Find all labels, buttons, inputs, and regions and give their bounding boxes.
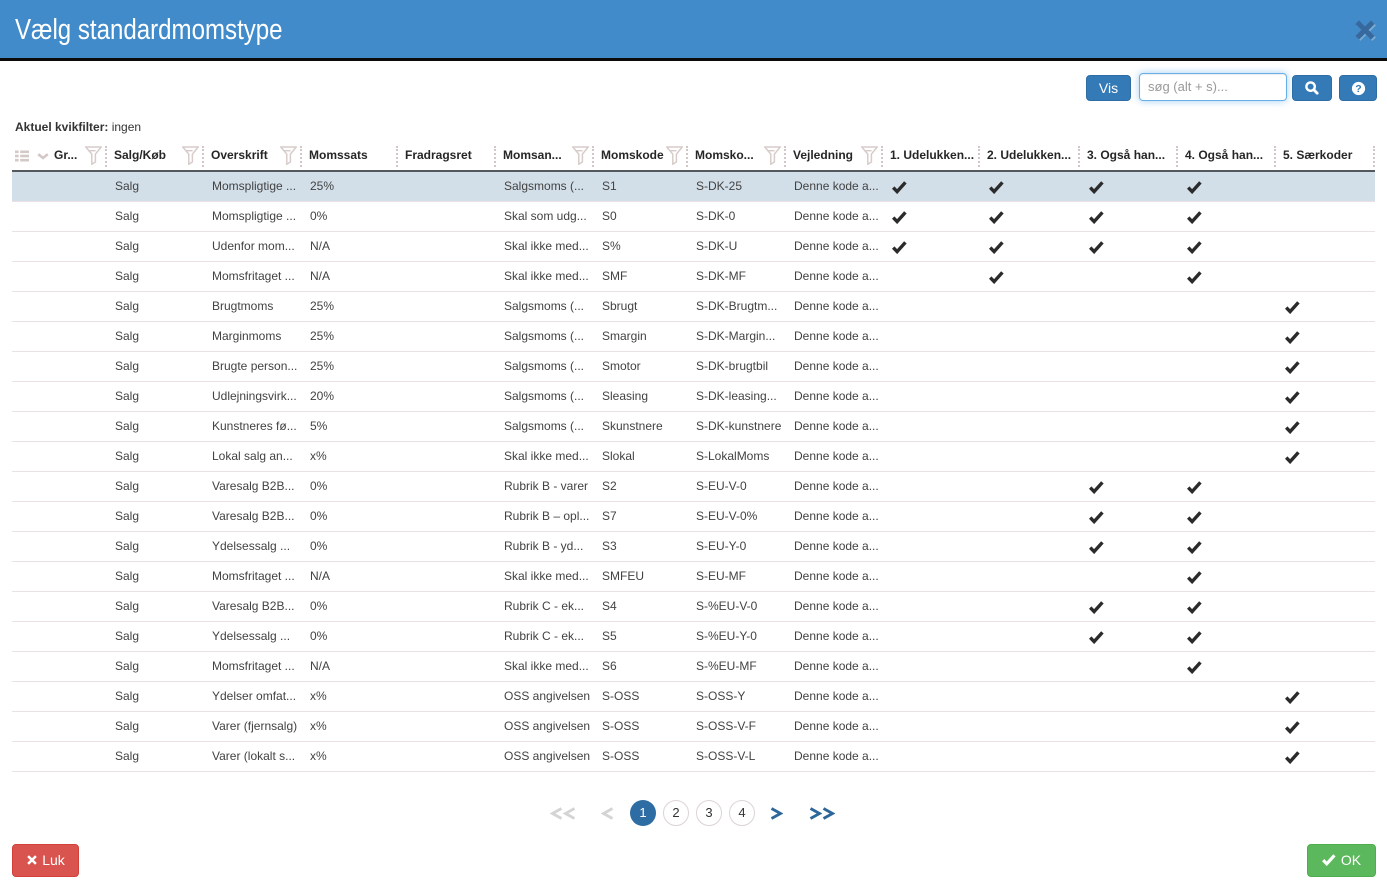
svg-text:?: ? bbox=[1355, 83, 1361, 95]
